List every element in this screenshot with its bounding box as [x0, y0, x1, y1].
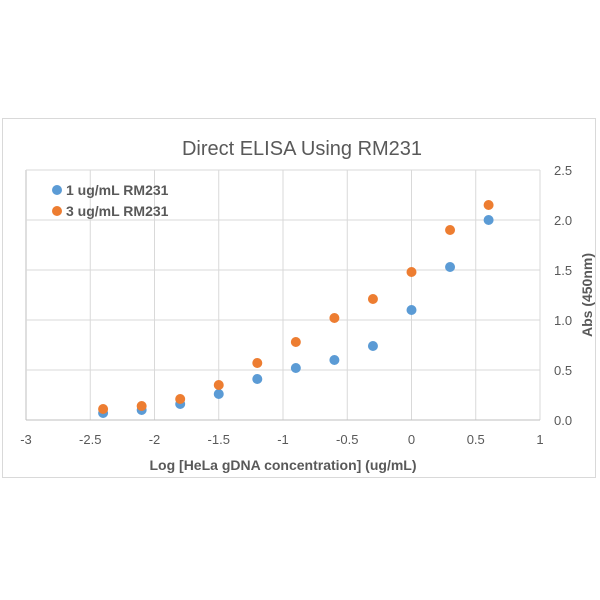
data-point-series-2 [175, 394, 186, 404]
data-point-series-1 [445, 262, 456, 272]
data-point-series-1 [213, 389, 224, 399]
x-tick-label: -1.5 [208, 432, 230, 447]
y-tick-label: 0.5 [554, 363, 572, 378]
data-point-series-1 [483, 215, 494, 225]
x-tick-label: -2 [149, 432, 161, 447]
data-point-series-2 [445, 225, 456, 235]
x-tick-label: -3 [20, 432, 32, 447]
data-point-series-2 [252, 358, 263, 368]
data-point-series-1 [329, 355, 340, 365]
data-point-series-2 [483, 200, 494, 210]
x-tick-label: -1 [277, 432, 289, 447]
legend-label: 3 ug/mL RM231 [66, 203, 169, 219]
data-point-series-2 [213, 380, 224, 390]
chart-area [2, 118, 596, 478]
y-tick-label: 1.0 [554, 313, 572, 328]
x-tick-label: -2.5 [79, 432, 101, 447]
y-tick-label: 2.0 [554, 213, 572, 228]
data-point-series-2 [98, 404, 109, 414]
y-tick-label: 2.5 [554, 163, 572, 178]
x-tick-label: 0.5 [467, 432, 485, 447]
chart-title: Direct ELISA Using RM231 [182, 138, 422, 160]
data-point-series-2 [136, 401, 147, 411]
x-tick-label: 1 [536, 432, 543, 447]
data-point-series-1 [290, 363, 301, 373]
data-point-series-2 [367, 294, 378, 304]
y-axis-title: Abs (450nm) [579, 253, 595, 337]
y-tick-label: 1.5 [554, 263, 572, 278]
data-point-series-1 [406, 305, 417, 315]
x-axis-title: Log [HeLa gDNA concentration] (ug/mL) [149, 457, 416, 473]
data-point-series-1 [252, 374, 263, 384]
data-point-series-2 [329, 313, 340, 323]
data-point-series-2 [406, 267, 417, 277]
x-tick-label: 0 [408, 432, 415, 447]
legend-marker [52, 206, 62, 216]
legend-marker [52, 185, 62, 195]
y-tick-label: 0.0 [554, 413, 572, 428]
legend-label: 1 ug/mL RM231 [66, 182, 169, 198]
x-tick-label: -0.5 [336, 432, 358, 447]
data-point-series-2 [290, 337, 301, 347]
data-point-series-1 [367, 341, 378, 351]
